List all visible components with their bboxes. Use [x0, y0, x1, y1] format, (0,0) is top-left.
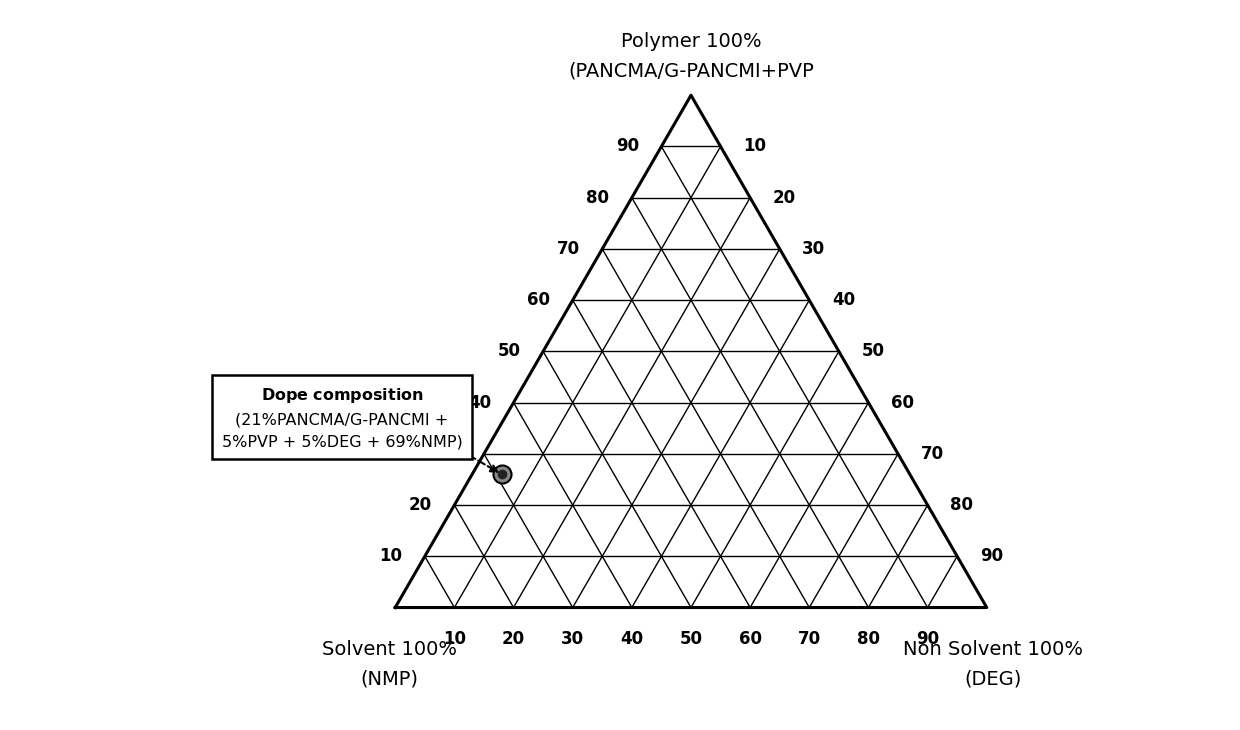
Text: 90: 90	[980, 548, 1003, 565]
Text: 30: 30	[802, 240, 826, 258]
Text: 90: 90	[916, 630, 939, 648]
Text: (NMP): (NMP)	[361, 669, 418, 688]
Text: 60: 60	[527, 291, 551, 310]
Text: 40: 40	[620, 630, 644, 648]
Text: 70: 70	[920, 445, 944, 463]
Text: 10: 10	[443, 630, 466, 648]
Text: 20: 20	[502, 630, 525, 648]
Text: Solvent 100%: Solvent 100%	[322, 640, 456, 659]
Text: 80: 80	[857, 630, 880, 648]
Text: 60: 60	[890, 393, 914, 412]
Text: (DEG): (DEG)	[963, 669, 1022, 688]
Text: 80: 80	[587, 188, 609, 207]
Text: 50: 50	[680, 630, 703, 648]
Text: 20: 20	[773, 188, 796, 207]
Text: 10: 10	[743, 137, 766, 155]
Text: 50: 50	[497, 342, 521, 361]
Text: $\mathbf{Dope\ composition}$
(21%PANCMA/G-PANCMI +
5%PVP + 5%DEG + 69%NMP): $\mathbf{Dope\ composition}$ (21%PANCMA/…	[222, 386, 463, 450]
Text: 30: 30	[562, 630, 584, 648]
Text: (PANCMA/G-PANCMI+PVP: (PANCMA/G-PANCMI+PVP	[568, 61, 813, 80]
Text: 60: 60	[739, 630, 761, 648]
Text: 40: 40	[832, 291, 854, 310]
Text: 50: 50	[862, 342, 884, 361]
Text: 70: 70	[557, 240, 580, 258]
Text: 30: 30	[439, 445, 461, 463]
Text: 10: 10	[379, 548, 402, 565]
Text: 20: 20	[409, 496, 432, 514]
Text: 40: 40	[467, 393, 491, 412]
Text: 80: 80	[950, 496, 973, 514]
Text: 70: 70	[797, 630, 821, 648]
Text: Polymer 100%: Polymer 100%	[621, 32, 761, 51]
Text: 90: 90	[616, 137, 639, 155]
Text: Non Solvent 100%: Non Solvent 100%	[903, 640, 1083, 659]
